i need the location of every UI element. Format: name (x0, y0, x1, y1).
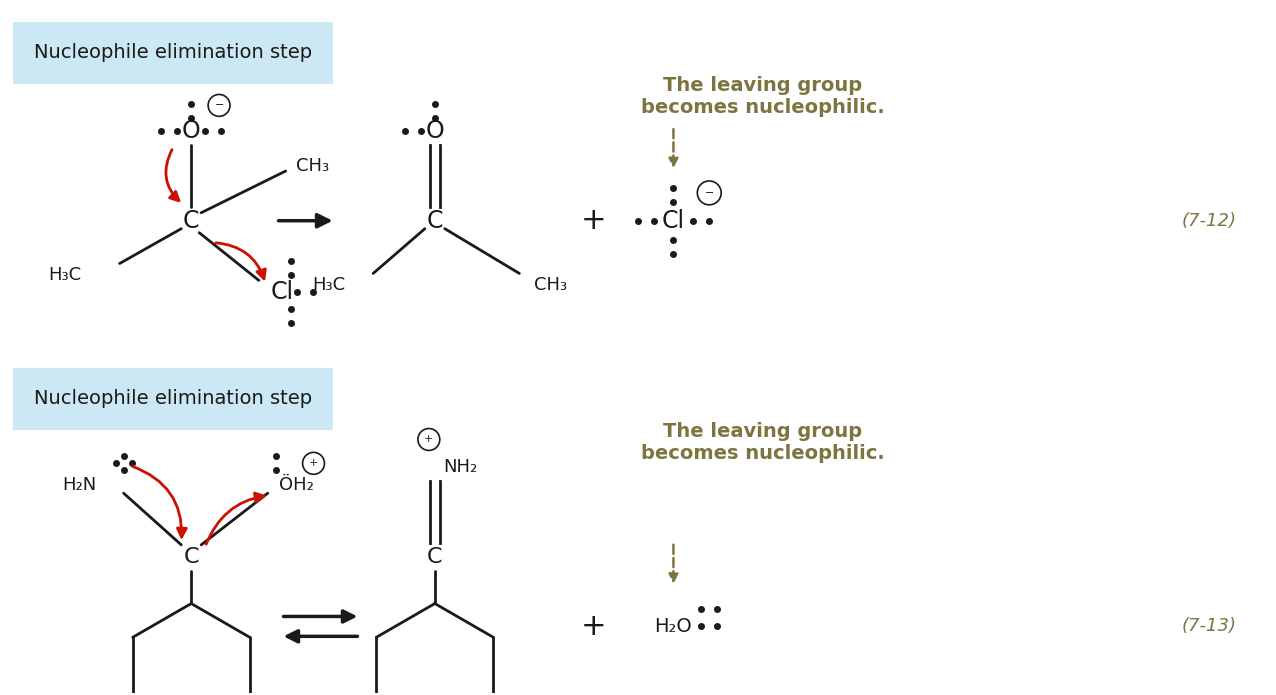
Text: H₂O: H₂O (655, 617, 693, 636)
Text: C: C (182, 208, 199, 233)
Text: O: O (182, 120, 200, 143)
FancyArrowPatch shape (133, 466, 186, 537)
FancyArrowPatch shape (207, 493, 264, 544)
Text: NH₂: NH₂ (443, 458, 477, 476)
FancyBboxPatch shape (13, 368, 333, 430)
Text: Nucleophile elimination step: Nucleophile elimination step (34, 389, 313, 408)
Text: H₃C: H₃C (313, 277, 346, 295)
Text: CH₃: CH₃ (296, 157, 329, 175)
FancyArrowPatch shape (166, 149, 179, 201)
FancyArrowPatch shape (216, 243, 265, 279)
FancyBboxPatch shape (13, 22, 333, 83)
Text: ÖH₂: ÖH₂ (278, 476, 314, 494)
Text: +: + (309, 458, 318, 468)
Text: H₃C: H₃C (48, 266, 82, 284)
Text: C: C (184, 547, 199, 567)
Text: Cl: Cl (271, 280, 293, 304)
Text: H₂N: H₂N (63, 476, 97, 494)
Text: −: − (704, 188, 715, 198)
Text: Nucleophile elimination step: Nucleophile elimination step (34, 43, 313, 62)
Text: The leaving group
becomes nucleophilic.: The leaving group becomes nucleophilic. (641, 422, 884, 463)
Text: (7-13): (7-13) (1182, 617, 1236, 635)
Text: −: − (214, 100, 223, 111)
Text: +: + (424, 434, 434, 445)
Text: C: C (426, 208, 443, 233)
Text: O: O (425, 120, 444, 143)
Text: CH₃: CH₃ (535, 277, 568, 295)
Text: +: + (581, 206, 606, 235)
Text: C: C (427, 547, 443, 567)
Text: Cl: Cl (662, 208, 685, 233)
Text: The leaving group
becomes nucleophilic.: The leaving group becomes nucleophilic. (641, 76, 884, 117)
Text: (7-12): (7-12) (1182, 212, 1236, 230)
Text: +: + (581, 612, 606, 641)
